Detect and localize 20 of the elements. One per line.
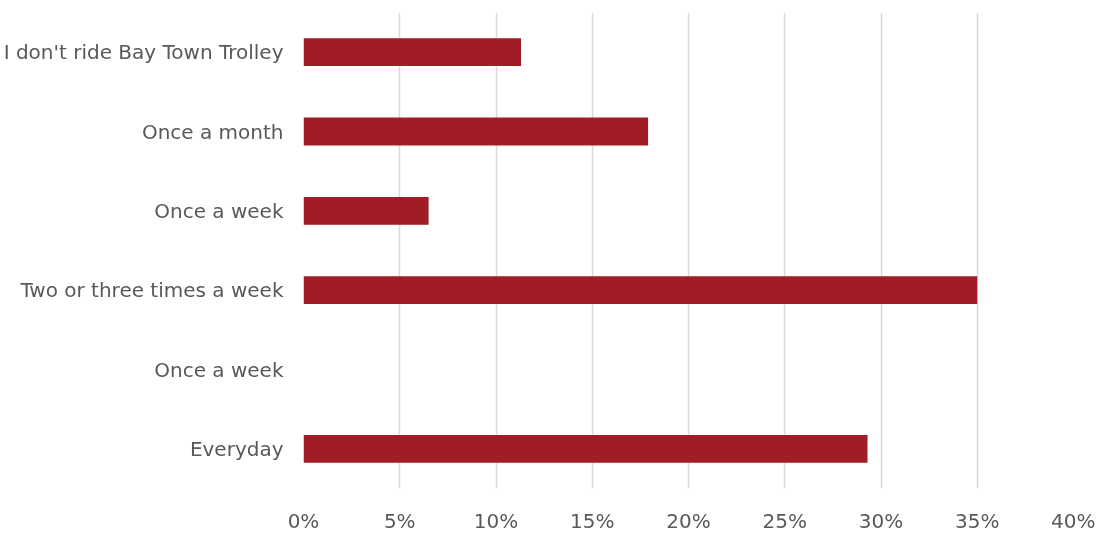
x-tick-label: 40%	[1051, 508, 1096, 533]
bar	[303, 38, 522, 67]
bar	[303, 196, 429, 225]
x-tick-label: 25%	[762, 508, 807, 533]
y-tick-label: Once a week	[154, 198, 284, 223]
x-tick-label: 20%	[666, 508, 711, 533]
x-tick-label: 0%	[287, 508, 320, 533]
x-tick-label: 15%	[570, 508, 615, 533]
y-tick-label: Once a week	[154, 357, 284, 382]
bar	[303, 276, 978, 305]
x-tick-label: 10%	[473, 508, 519, 533]
y-tick-label: Two or three times a week	[19, 278, 284, 303]
bar	[303, 434, 868, 463]
x-tick-label: 30%	[858, 508, 904, 533]
y-tick-label: I don't ride Bay Town Trolley	[3, 40, 284, 65]
x-tick-label: 5%	[383, 508, 416, 533]
y-tick-label: Everyday	[189, 436, 284, 461]
x-tick-label: 35%	[955, 508, 1000, 533]
y-tick-label: Once a month	[141, 119, 284, 144]
bar	[303, 117, 649, 146]
